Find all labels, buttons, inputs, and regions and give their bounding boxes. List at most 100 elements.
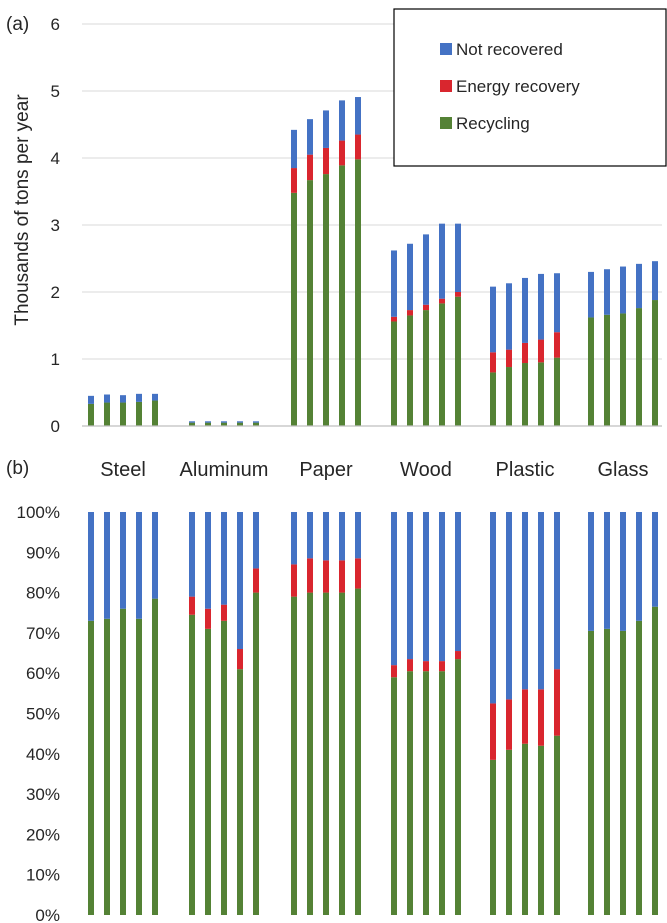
- bar-segment-paper-recycling: [291, 193, 297, 426]
- y-tick-label: 5: [51, 82, 60, 101]
- y-tick-label: 40%: [26, 745, 60, 764]
- panel-a-category-labels: Steel Aluminum Paper Wood Plastic Glass: [100, 459, 648, 481]
- bar-segment-wood-recycling: [407, 671, 413, 915]
- bar-segment-paper-recycling: [291, 597, 297, 915]
- bar-segment-aluminum-recycling: [189, 615, 195, 915]
- bar-segment-wood-not-recovered: [423, 234, 429, 304]
- category-label-wood: Wood: [400, 459, 452, 481]
- bar-segment-paper-energy-recovery: [355, 135, 361, 160]
- bar-segment-glass-not-recovered: [652, 512, 658, 607]
- bar-segment-wood-not-recovered: [439, 224, 445, 299]
- bar-segment-glass-recycling: [588, 317, 594, 426]
- bar-segment-plastic-energy-recovery: [554, 332, 560, 357]
- bar-segment-plastic-recycling: [490, 372, 496, 426]
- bar-segment-aluminum-not-recovered: [205, 512, 211, 609]
- bar-segment-wood-not-recovered: [391, 250, 397, 316]
- bar-segment-paper-energy-recovery: [323, 148, 329, 174]
- bar-segment-wood-not-recovered: [439, 512, 445, 661]
- bar-segment-wood-energy-recovery: [455, 292, 461, 297]
- bar-segment-steel-recycling: [152, 599, 158, 915]
- legend-swatch-recycling: [440, 117, 452, 129]
- bar-segment-aluminum-not-recovered: [237, 421, 243, 422]
- bar-segment-glass-recycling: [652, 300, 658, 426]
- bar-segment-aluminum-not-recovered: [221, 421, 227, 422]
- panel-b-label: (b): [6, 458, 29, 479]
- bar-segment-aluminum-not-recovered: [253, 421, 259, 422]
- bar-segment-aluminum-energy-recovery: [237, 649, 243, 669]
- legend-swatch-energy-recovery: [440, 80, 452, 92]
- bar-segment-wood-not-recovered: [407, 244, 413, 310]
- bar-segment-plastic-energy-recovery: [506, 699, 512, 749]
- bar-segment-steel-recycling: [104, 619, 110, 915]
- bar-segment-glass-recycling: [620, 631, 626, 915]
- category-label-paper: Paper: [299, 459, 353, 481]
- bar-segment-paper-recycling: [339, 593, 345, 915]
- bar-segment-glass-recycling: [636, 308, 642, 426]
- bar-segment-aluminum-not-recovered: [189, 421, 195, 422]
- bar-segment-wood-energy-recovery: [407, 310, 413, 315]
- y-tick-label: 6: [51, 15, 60, 34]
- bar-segment-steel-recycling: [88, 404, 94, 426]
- bar-segment-paper-not-recovered: [323, 512, 329, 560]
- bar-segment-wood-energy-recovery: [391, 317, 397, 322]
- bar-segment-steel-recycling: [120, 403, 126, 426]
- bar-segment-wood-not-recovered: [407, 512, 413, 659]
- bar-segment-paper-recycling: [307, 593, 313, 915]
- bar-segment-steel-not-recovered: [152, 512, 158, 599]
- bar-segment-glass-recycling: [636, 621, 642, 915]
- panel-a-y-ticks: 0 1 2 3 4 5 6: [51, 15, 60, 436]
- bar-segment-aluminum-recycling: [253, 593, 259, 915]
- bar-segment-wood-energy-recovery: [407, 659, 413, 671]
- bar-segment-paper-recycling: [339, 165, 345, 426]
- bar-segment-wood-recycling: [391, 677, 397, 915]
- bar-segment-aluminum-not-recovered: [253, 512, 259, 568]
- bar-segment-paper-energy-recovery: [339, 141, 345, 166]
- category-label-glass: Glass: [597, 459, 648, 481]
- bar-segment-glass-recycling: [588, 631, 594, 915]
- panel-b-chart: (b) 0%10%20%30%40%50%60%70%80%90%100%: [6, 458, 658, 923]
- bar-segment-steel-not-recovered: [136, 512, 142, 619]
- bar-segment-paper-energy-recovery: [355, 558, 361, 588]
- bar-segment-steel-not-recovered: [152, 394, 158, 401]
- bar-segment-wood-not-recovered: [455, 512, 461, 651]
- panel-a-label: (a): [6, 14, 29, 35]
- bar-segment-paper-not-recovered: [339, 512, 345, 560]
- bar-segment-aluminum-energy-recovery: [221, 605, 227, 621]
- bar-segment-wood-recycling: [455, 297, 461, 426]
- y-tick-label: 0: [51, 417, 60, 436]
- bar-segment-plastic-recycling: [554, 736, 560, 915]
- bar-segment-plastic-not-recovered: [506, 512, 512, 699]
- bar-segment-plastic-not-recovered: [554, 512, 560, 669]
- bar-segment-plastic-not-recovered: [538, 274, 544, 340]
- bar-segment-paper-recycling: [307, 180, 313, 426]
- bar-segment-glass-recycling: [652, 607, 658, 915]
- bar-segment-paper-recycling: [323, 593, 329, 915]
- bar-segment-aluminum-energy-recovery: [205, 609, 211, 629]
- bar-segment-plastic-energy-recovery: [522, 689, 528, 743]
- bar-segment-steel-not-recovered: [88, 396, 94, 404]
- bar-segment-paper-energy-recovery: [339, 560, 345, 592]
- bar-segment-plastic-recycling: [554, 358, 560, 426]
- category-label-plastic: Plastic: [496, 459, 555, 481]
- bar-segment-paper-not-recovered: [323, 110, 329, 148]
- bar-segment-wood-energy-recovery: [423, 305, 429, 310]
- bar-segment-glass-not-recovered: [636, 512, 642, 621]
- bar-segment-paper-not-recovered: [355, 512, 361, 558]
- bar-segment-steel-recycling: [136, 619, 142, 915]
- legend-label-recycling: Recycling: [456, 114, 530, 133]
- bar-segment-plastic-not-recovered: [490, 512, 496, 703]
- bar-segment-glass-not-recovered: [652, 261, 658, 300]
- bar-segment-paper-recycling: [355, 159, 361, 426]
- bar-segment-wood-energy-recovery: [455, 651, 461, 659]
- bar-segment-steel-not-recovered: [136, 394, 142, 402]
- bar-segment-plastic-not-recovered: [522, 512, 528, 689]
- bar-segment-steel-recycling: [104, 403, 110, 426]
- bar-segment-aluminum-not-recovered: [237, 512, 243, 649]
- bar-segment-glass-not-recovered: [588, 272, 594, 318]
- bar-segment-paper-not-recovered: [291, 130, 297, 168]
- bar-segment-steel-recycling: [152, 401, 158, 426]
- bar-segment-steel-not-recovered: [104, 512, 110, 619]
- bar-segment-paper-energy-recovery: [291, 168, 297, 193]
- bar-segment-aluminum-not-recovered: [221, 512, 227, 605]
- bar-segment-steel-recycling: [136, 402, 142, 426]
